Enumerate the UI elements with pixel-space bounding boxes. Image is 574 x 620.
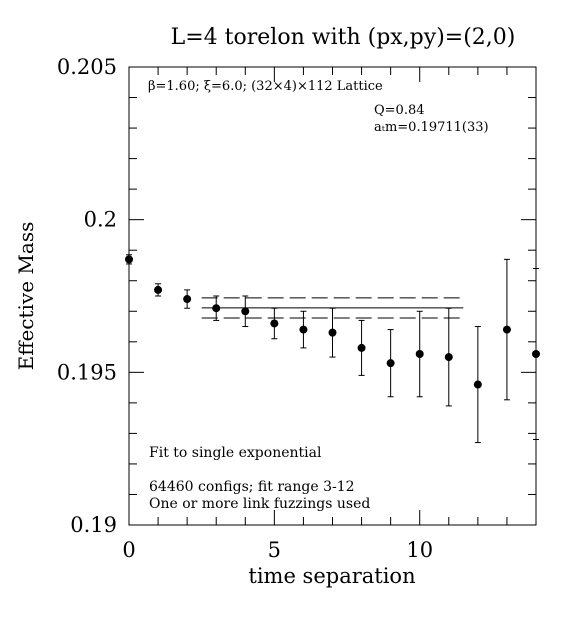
data-point xyxy=(328,328,337,337)
data-point xyxy=(299,325,308,334)
y-tick-label: 0.19 xyxy=(70,513,117,537)
data-points xyxy=(125,254,540,444)
configs-annotation: 64460 configs; fit range 3-12 xyxy=(149,479,355,495)
x-tick-label: 5 xyxy=(268,538,281,562)
data-point xyxy=(241,307,250,316)
data-point xyxy=(444,353,453,362)
data-point xyxy=(270,319,279,328)
data-point xyxy=(154,285,163,294)
x-tick-label: 0 xyxy=(122,538,135,562)
chart-title: L=4 torelon with (px,py)=(2,0) xyxy=(171,25,516,50)
data-point xyxy=(473,380,482,389)
y-tick-labels: 0.19 0.195 0.2 0.205 xyxy=(57,55,117,537)
x-tick-labels: 0 5 10 xyxy=(122,538,433,562)
x-axis-label: time separation xyxy=(248,564,415,588)
data-point xyxy=(415,350,424,359)
data-point xyxy=(357,343,366,352)
quality-annotation: Q=0.84 xyxy=(374,103,425,118)
data-point xyxy=(212,304,221,313)
y-axis-label: Effective Mass xyxy=(14,222,38,371)
mass-annotation: aₜm=0.19711(33) xyxy=(374,120,489,135)
lattice-annotation: β=1.60; ξ=6.0; (32×4)×112 Lattice xyxy=(148,79,383,94)
fuzzing-annotation: One or more link fuzzings used xyxy=(149,496,370,512)
plot-frame xyxy=(128,66,537,526)
fit-type-annotation: Fit to single exponential xyxy=(149,445,322,461)
x-tick-label: 10 xyxy=(406,538,433,562)
data-point xyxy=(502,325,511,334)
y-tick-label: 0.195 xyxy=(57,360,117,384)
y-tick-label: 0.2 xyxy=(84,208,117,232)
data-point xyxy=(386,359,395,368)
y-tick-label: 0.205 xyxy=(57,55,117,79)
data-point xyxy=(183,295,192,304)
